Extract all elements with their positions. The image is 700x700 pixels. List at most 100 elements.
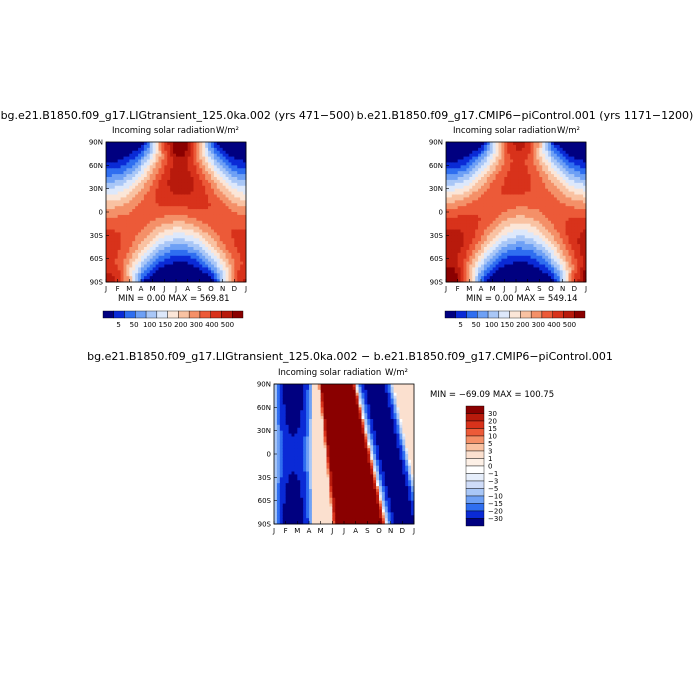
- panel1-xtick: O: [208, 285, 214, 293]
- panel3-colorbar-label: 3: [488, 448, 492, 456]
- panel1-ytick: 30N: [89, 185, 103, 193]
- panel3-colorbar-swatch: [465, 518, 485, 527]
- panel1-colorbar-swatch: [221, 310, 233, 319]
- panel2-xtick: M: [466, 285, 472, 293]
- panel2-colorbar-swatch: [477, 310, 489, 319]
- panel1-xtick: A: [139, 285, 144, 293]
- panel2-colorbar: 5 50 100 150 200 300 400 500: [444, 310, 586, 329]
- panel1-colorbar-swatch: [156, 310, 168, 319]
- panel3-title: bg.e21.B1850.f09_g17.LIGtransient_125.0k…: [87, 350, 613, 363]
- panel1-colorbar: 5 50 100 150 200 300 400 500: [102, 310, 244, 329]
- panel1-xtick: J: [174, 285, 177, 293]
- panel1-xtick: J: [104, 285, 107, 293]
- panel2-xtick: A: [525, 285, 530, 293]
- panel3-colorbar-label: −5: [488, 485, 498, 493]
- panel3-ytick: 60N: [257, 404, 271, 412]
- panel3-colorbar-label: 1: [488, 455, 492, 463]
- panel2-xtick: N: [560, 285, 565, 293]
- panel1-colorbar-swatch: [188, 310, 201, 319]
- panel1-colorbar-swatch: [113, 310, 125, 319]
- panel2-colorbar-label: 100: [485, 321, 498, 329]
- panel3-colorbar-label: −1: [488, 470, 498, 478]
- panel2-xtick: O: [548, 285, 554, 293]
- panel2-colorbar-swatch: [574, 310, 586, 319]
- panel3-xtick: J: [412, 527, 415, 535]
- panel1-cells: [106, 142, 247, 283]
- panel2-xtick: S: [537, 285, 542, 293]
- panel3-subtitle: Incoming solar radiation: [278, 368, 382, 378]
- panel2-colorbar-swatch: [487, 310, 500, 319]
- panel3-colorbar-swatch: [465, 510, 485, 519]
- panel2-xtick: J: [514, 285, 517, 293]
- panel3-ytick: 30S: [258, 474, 272, 482]
- panel2-colorbar-label: 5: [458, 321, 462, 329]
- panel1-xtick: M: [150, 285, 156, 293]
- panel1-colorbar-label: 5: [116, 321, 120, 329]
- panel3-colorbar-swatch: [465, 503, 485, 512]
- panel2-title: b.e21.B1850.f09_g17.CMIP6−piControl.001 …: [356, 109, 694, 122]
- panel2-cells: [446, 142, 587, 283]
- panel1-ytick: 90S: [90, 279, 104, 287]
- panel1-xtick: A: [185, 285, 190, 293]
- panel2-colorbar-swatch: [455, 310, 467, 319]
- panel3-colorbar-swatch: [465, 465, 485, 474]
- panel3-colorbar-swatch: [465, 435, 485, 444]
- panel2-colorbar-swatch: [509, 310, 521, 319]
- panel3-colorbar-swatch: [465, 413, 485, 422]
- panel2-ytick: 60N: [429, 162, 443, 170]
- panel3-ytick: 90N: [257, 381, 271, 389]
- panel1-title: bg.e21.B1850.f09_g17.LIGtransient_125.0k…: [0, 109, 355, 122]
- panel2-colorbar-label: 150: [501, 321, 514, 329]
- panel3-ytick: 90S: [258, 521, 272, 529]
- panel1-colorbar-swatch: [135, 310, 147, 319]
- panel3-xtick: A: [353, 527, 358, 535]
- panel3-colorbar-swatch: [465, 443, 485, 452]
- panel1-colorbar-label: 150: [159, 321, 172, 329]
- panel1-colorbar-swatch: [199, 310, 211, 319]
- panel3-xtick: A: [307, 527, 312, 535]
- panel3-colorbar-swatch: [465, 428, 485, 437]
- panel3-stats: MIN = −69.09 MAX = 100.75: [430, 390, 555, 400]
- panel2-colorbar-label: 200: [516, 321, 529, 329]
- panel2-xtick: M: [490, 285, 496, 293]
- panel3-xtick: S: [365, 527, 370, 535]
- panel1-ytick: 30S: [90, 232, 104, 240]
- panel2-ytick: 30S: [430, 232, 444, 240]
- panel2-xtick: J: [502, 285, 505, 293]
- panel2-colorbar-swatch: [498, 310, 510, 319]
- panel1-ytick: 60N: [89, 162, 103, 170]
- panel3-cells: [274, 384, 415, 525]
- panel3-colorbar-label: 10: [488, 433, 497, 441]
- panel1-xtick: N: [220, 285, 225, 293]
- panel3-colorbar-swatch: [465, 420, 485, 429]
- panel2-colorbar-label: 300: [532, 321, 545, 329]
- panel3-colorbar-label: 20: [488, 418, 497, 426]
- panel1-xtick: F: [116, 285, 120, 293]
- panel3-xtick: M: [294, 527, 300, 535]
- panel3-colorbar-swatch: [465, 450, 485, 459]
- panel1-colorbar-swatch: [124, 310, 136, 319]
- panel2-xtick: J: [584, 285, 587, 293]
- panel3-colorbar-label: −20: [488, 508, 503, 516]
- panel3-colorbar-swatch: [465, 495, 485, 504]
- panel2-xtick: F: [456, 285, 460, 293]
- panel1-ytick: 90N: [89, 139, 103, 147]
- panel3-colorbar-label: −3: [488, 478, 498, 486]
- panel3-colorbar-swatch: [465, 458, 485, 467]
- panel1-ytick: 0: [99, 209, 103, 217]
- panel2-ytick: 90N: [429, 139, 443, 147]
- panel2-ytick: 30N: [429, 185, 443, 193]
- panel3-colorbar-label: 5: [488, 440, 492, 448]
- panel2-colorbar-swatch: [541, 310, 553, 319]
- panel1-colorbar-swatch: [145, 310, 158, 319]
- panel2-colorbar-label: 50: [472, 321, 481, 329]
- panel2-colorbar-label: 400: [547, 321, 560, 329]
- panel3-xtick: J: [342, 527, 345, 535]
- panel3-xtick: O: [376, 527, 382, 535]
- panel1-colorbar-label: 300: [190, 321, 203, 329]
- panel3-colorbar-label: −10: [488, 493, 503, 501]
- panel2-colorbar-swatch: [563, 310, 575, 319]
